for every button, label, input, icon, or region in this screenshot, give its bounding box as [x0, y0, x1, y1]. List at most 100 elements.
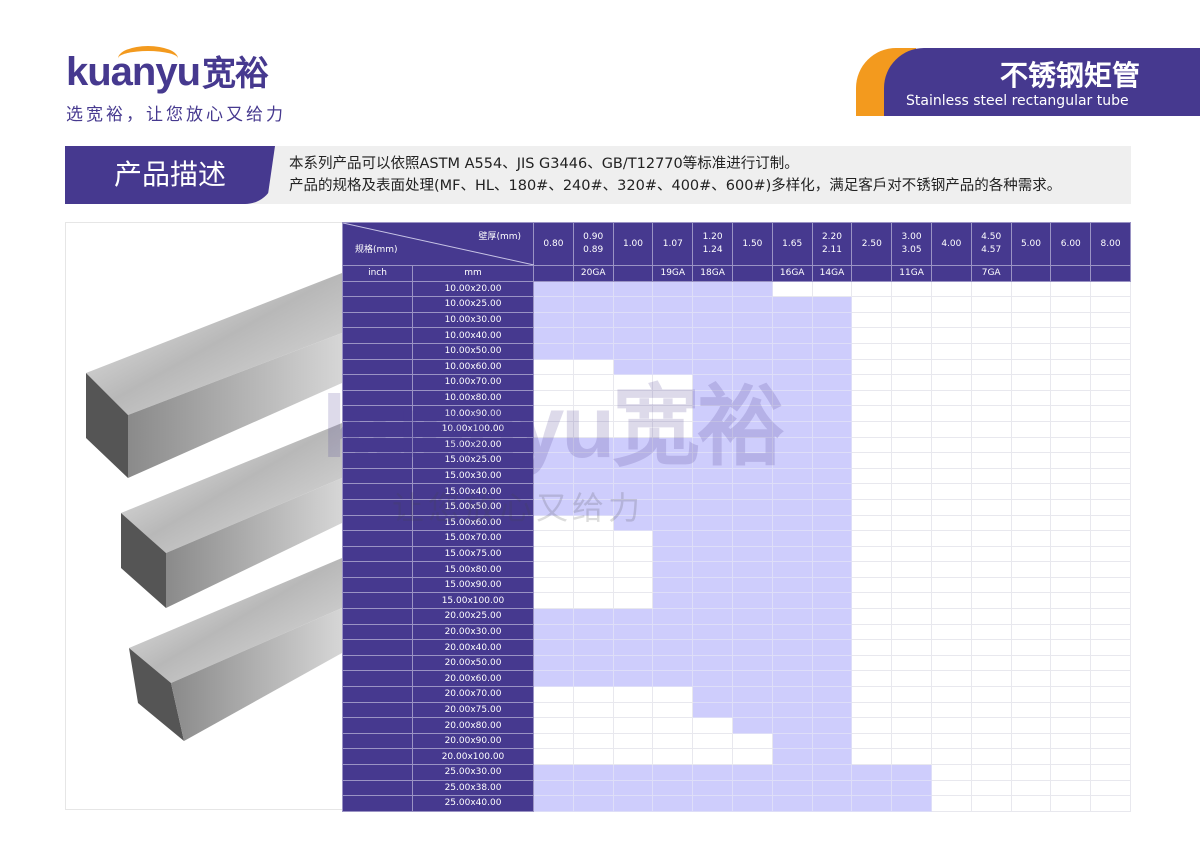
available-cell	[652, 327, 694, 344]
available-cell	[692, 405, 733, 422]
gauge-cell	[1010, 265, 1052, 282]
available-cell	[692, 576, 733, 594]
unavailable-cell	[572, 686, 614, 703]
unavailable-cell	[970, 545, 1012, 563]
unavailable-cell	[612, 405, 654, 422]
unavailable-cell	[612, 530, 654, 547]
available-cell	[771, 296, 813, 313]
unavailable-cell	[1010, 732, 1052, 750]
inch-cell	[342, 576, 413, 594]
available-cell	[731, 327, 773, 344]
size-cell: 20.00x75.00	[412, 701, 534, 719]
available-cell	[612, 483, 654, 500]
inch-header: inch	[342, 265, 413, 282]
unavailable-cell	[533, 514, 574, 532]
corner-header: 壁厚(mm) 规格(mm)	[342, 222, 534, 266]
available-cell	[692, 358, 733, 376]
unavailable-cell	[1090, 576, 1131, 594]
size-cell: 25.00x30.00	[412, 764, 534, 781]
available-cell	[771, 701, 813, 719]
unavailable-cell	[652, 686, 694, 703]
table-row: 25.00x40.00	[342, 795, 1131, 812]
unavailable-cell	[970, 389, 1012, 407]
available-cell	[771, 498, 813, 516]
tube-2	[121, 423, 342, 608]
available-cell	[771, 389, 813, 407]
tube-1	[86, 273, 342, 478]
available-cell	[731, 467, 773, 485]
available-cell	[811, 561, 853, 578]
unavailable-cell	[851, 436, 893, 454]
unavailable-cell	[612, 561, 654, 578]
unavailable-cell	[930, 561, 972, 578]
available-cell	[652, 358, 694, 376]
available-cell	[811, 545, 853, 563]
inch-cell	[342, 623, 413, 641]
available-cell	[811, 436, 853, 454]
unavailable-cell	[891, 576, 932, 594]
unavailable-cell	[930, 795, 972, 812]
unavailable-cell	[1050, 639, 1092, 656]
unavailable-cell	[851, 748, 893, 765]
thickness-value: 1.00	[622, 238, 644, 249]
gauge-cell: 18GA	[692, 265, 733, 282]
inch-cell	[342, 296, 413, 313]
available-cell	[612, 779, 654, 797]
available-cell	[533, 483, 574, 500]
unavailable-cell	[891, 701, 932, 719]
unavailable-cell	[1050, 764, 1092, 781]
available-cell	[731, 670, 773, 688]
unavailable-cell	[533, 530, 574, 547]
thickness-value: 6.00	[1060, 238, 1081, 249]
table-row: 10.00x40.00	[342, 327, 1131, 344]
unavailable-cell	[851, 639, 893, 656]
available-cell	[731, 389, 773, 407]
unavailable-cell	[652, 701, 694, 719]
inch-cell	[342, 654, 413, 672]
available-cell	[652, 654, 694, 672]
available-cell	[811, 327, 853, 344]
available-cell	[731, 296, 773, 313]
unavailable-cell	[891, 732, 932, 750]
thickness-value: 2.11	[821, 245, 842, 255]
gauge-cell	[731, 265, 773, 282]
unavailable-cell	[612, 592, 654, 610]
unavailable-cell	[1050, 623, 1092, 641]
tube-3	[129, 558, 342, 741]
slogan: 选宽裕，让您放心又给力	[66, 105, 286, 125]
available-cell	[572, 327, 614, 344]
unavailable-cell	[1090, 592, 1131, 610]
inch-cell	[342, 670, 413, 688]
unavailable-cell	[1050, 530, 1092, 547]
table-row: 15.00x70.00	[342, 530, 1131, 547]
available-cell	[652, 779, 694, 797]
available-cell	[811, 296, 853, 313]
unavailable-cell	[970, 795, 1012, 812]
unavailable-cell	[930, 530, 972, 547]
available-cell	[692, 514, 733, 532]
unavailable-cell	[1010, 639, 1052, 656]
available-cell	[533, 467, 574, 485]
unavailable-cell	[970, 732, 1012, 750]
available-cell	[612, 654, 654, 672]
unavailable-cell	[891, 452, 932, 469]
unavailable-cell	[970, 280, 1012, 298]
thickness-value: 3.05	[901, 245, 922, 255]
unavailable-cell	[533, 592, 574, 610]
available-cell	[811, 311, 853, 329]
unavailable-cell	[851, 311, 893, 329]
unavailable-cell	[612, 686, 654, 703]
unavailable-cell	[930, 342, 972, 360]
unavailable-cell	[612, 389, 654, 407]
size-cell: 20.00x100.00	[412, 748, 534, 765]
unavailable-cell	[1010, 389, 1052, 407]
available-cell	[771, 654, 813, 672]
thickness-header: 0.90 0.89	[572, 222, 614, 266]
unavailable-cell	[1090, 358, 1131, 376]
size-cell: 20.00x30.00	[412, 623, 534, 641]
unavailable-cell	[930, 405, 972, 422]
unavailable-cell	[891, 717, 932, 734]
unavailable-cell	[891, 608, 932, 625]
available-cell	[811, 483, 853, 500]
inch-cell	[342, 717, 413, 734]
